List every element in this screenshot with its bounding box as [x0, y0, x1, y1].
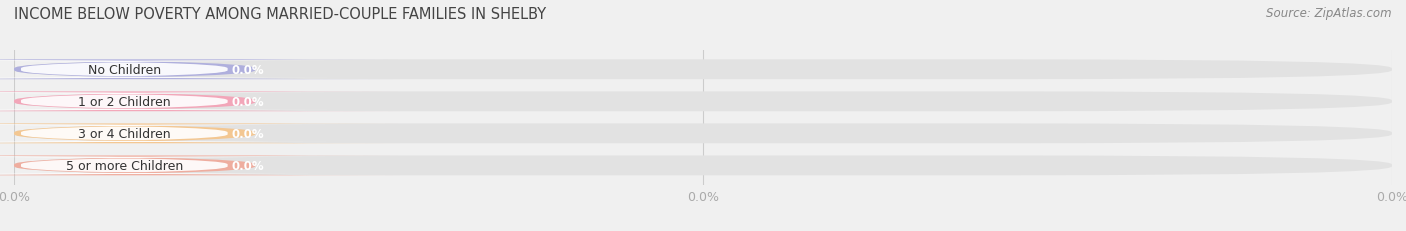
FancyBboxPatch shape	[0, 93, 349, 110]
Text: No Children: No Children	[87, 64, 160, 76]
Text: 5 or more Children: 5 or more Children	[66, 159, 183, 172]
Text: 0.0%: 0.0%	[232, 95, 264, 108]
Text: 0.0%: 0.0%	[232, 159, 264, 172]
Text: 3 or 4 Children: 3 or 4 Children	[77, 127, 170, 140]
FancyBboxPatch shape	[0, 156, 399, 176]
FancyBboxPatch shape	[0, 124, 399, 144]
FancyBboxPatch shape	[14, 124, 1392, 144]
FancyBboxPatch shape	[0, 92, 399, 112]
Text: Source: ZipAtlas.com: Source: ZipAtlas.com	[1267, 7, 1392, 20]
FancyBboxPatch shape	[0, 61, 349, 79]
Text: 1 or 2 Children: 1 or 2 Children	[77, 95, 170, 108]
Text: 0.0%: 0.0%	[232, 127, 264, 140]
Text: INCOME BELOW POVERTY AMONG MARRIED-COUPLE FAMILIES IN SHELBY: INCOME BELOW POVERTY AMONG MARRIED-COUPL…	[14, 7, 546, 22]
FancyBboxPatch shape	[0, 125, 349, 142]
FancyBboxPatch shape	[0, 157, 349, 174]
FancyBboxPatch shape	[14, 92, 1392, 112]
FancyBboxPatch shape	[0, 60, 399, 80]
FancyBboxPatch shape	[14, 156, 1392, 176]
FancyBboxPatch shape	[14, 60, 1392, 80]
Text: 0.0%: 0.0%	[232, 64, 264, 76]
